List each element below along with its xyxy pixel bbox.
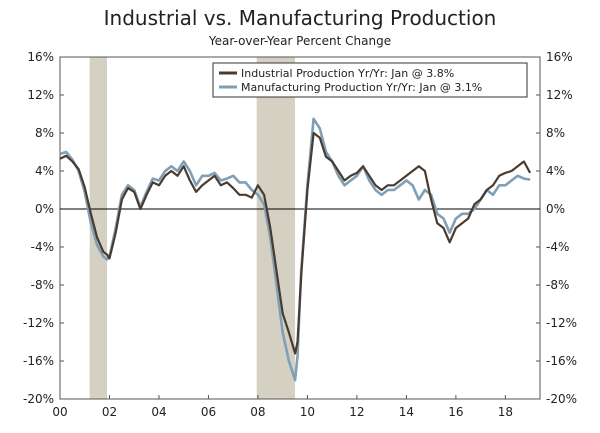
y-tick-label-left: -4% [31,240,54,254]
x-tick-label: 04 [151,405,166,419]
x-tick-label: 18 [498,405,513,419]
recession-band-0 [89,57,108,399]
y-tick-label-right: -12% [546,316,577,330]
x-tick-label: 02 [102,405,117,419]
legend: Industrial Production Yr/Yr: Jan @ 3.8%M… [212,62,528,98]
x-tick-label: 12 [349,405,364,419]
y-tick-label-left: 8% [35,126,54,140]
x-tick-label: 08 [250,405,265,419]
recession-band-1 [256,57,296,399]
y-tick-label-right: 16% [546,50,573,64]
y-tick-label-right: 0% [546,202,565,216]
x-tick-label: 16 [448,405,463,419]
y-tick-label-left: 12% [27,88,54,102]
manufacturing-series-line [59,117,531,382]
y-tick-label-left: 16% [27,50,54,64]
y-tick-label-left: -20% [23,392,54,406]
x-tick-label: 06 [201,405,216,419]
y-tick-label-right: -8% [546,278,569,292]
axes: 16% 16% 12% 12% 8% 8% 4% 4% 0% 0% -4% -4% -8% -8% -12%… [23,50,577,419]
industrial-series-line [59,131,532,355]
recession-bands [89,57,296,399]
x-tick-label: 00 [52,405,67,419]
legend-box [212,62,528,98]
y-tick-label-right: -20% [546,392,577,406]
legend-label-manufacturing: Manufacturing Production Yr/Yr: Jan @ 3.… [241,81,482,94]
x-tick-label: 14 [399,405,414,419]
chart-subtitle: Year-over-Year Percent Change [208,34,392,48]
y-tick-label-left: -16% [23,354,54,368]
y-tick-label-right: 8% [546,126,565,140]
y-tick-label-right: -16% [546,354,577,368]
y-tick-label-left: -8% [31,278,54,292]
y-tick-label-right: 4% [546,164,565,178]
series-lines [59,117,532,382]
y-tick-label-right: -4% [546,240,569,254]
x-tick-label: 10 [300,405,315,419]
y-tick-label-left: 0% [35,202,54,216]
plot-frame [59,56,541,400]
chart-title: Industrial vs. Manufacturing Production [103,6,497,30]
legend-label-industrial: Industrial Production Yr/Yr: Jan @ 3.8% [241,67,454,80]
y-tick-label-left: -12% [23,316,54,330]
y-tick-label-left: 4% [35,164,54,178]
y-tick-label-right: 12% [546,88,573,102]
